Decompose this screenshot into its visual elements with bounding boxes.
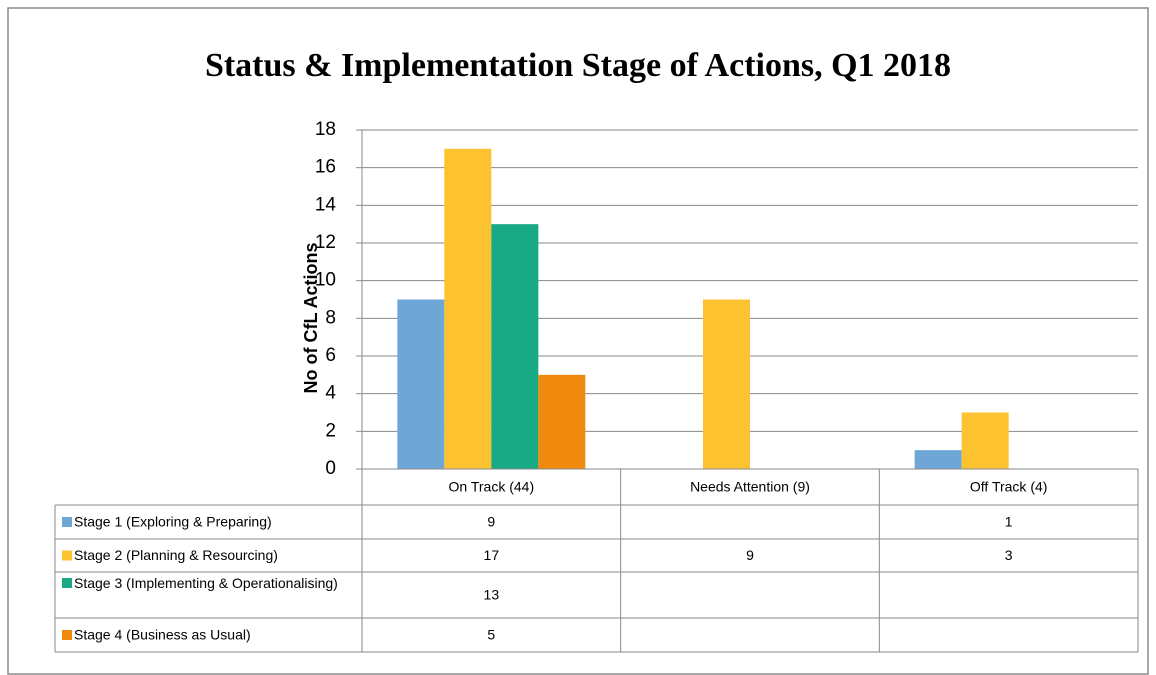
y-tick-label: 8 (325, 307, 336, 328)
bar (397, 299, 445, 469)
y-tick-label: 0 (325, 458, 336, 479)
x-tick-label: Needs Attention (9) (690, 479, 810, 495)
legend-label: Stage 1 (Exploring & Preparing) (74, 514, 272, 530)
y-tick-label: 10 (315, 270, 336, 291)
legend-swatch (62, 517, 72, 527)
x-tick-label: On Track (44) (449, 479, 535, 495)
table-value: 17 (484, 547, 500, 563)
chart-border (7, 7, 1149, 675)
y-axis-label: No of CfL Actions (301, 243, 321, 394)
legend-label: Stage 2 (Planning & Resourcing) (74, 547, 278, 563)
chart-title: Status & Implementation Stage of Actions… (205, 47, 951, 84)
bar (491, 224, 539, 469)
y-tick-label: 4 (325, 383, 336, 404)
y-tick-label: 2 (325, 420, 336, 441)
legend-label-box: Stage 3 (Implementing & Operationalising… (74, 575, 338, 591)
bar (703, 299, 750, 469)
bar (538, 374, 586, 469)
table-value: 5 (487, 627, 495, 643)
y-tick-label: 16 (315, 157, 336, 178)
table-value: 3 (1005, 547, 1013, 563)
y-tick-label: 12 (315, 232, 336, 253)
table-value: 1 (1005, 514, 1013, 530)
bar (961, 412, 1009, 469)
legend-label: Stage 3 (Implementing & Operationalising… (74, 575, 338, 591)
y-tick-label: 6 (325, 345, 336, 366)
table-value: 13 (484, 587, 500, 603)
bar (444, 148, 492, 470)
y-tick-label: 14 (315, 194, 337, 215)
table-value: 9 (746, 547, 754, 563)
x-tick-label: Off Track (4) (970, 479, 1048, 495)
bar (914, 450, 962, 469)
legend-swatch (62, 578, 72, 588)
y-tick-label: 18 (315, 119, 336, 140)
table-value: 9 (487, 514, 495, 530)
legend-label: Stage 4 (Business as Usual) (74, 627, 251, 643)
legend-swatch (62, 630, 72, 640)
legend-swatch (62, 550, 72, 561)
